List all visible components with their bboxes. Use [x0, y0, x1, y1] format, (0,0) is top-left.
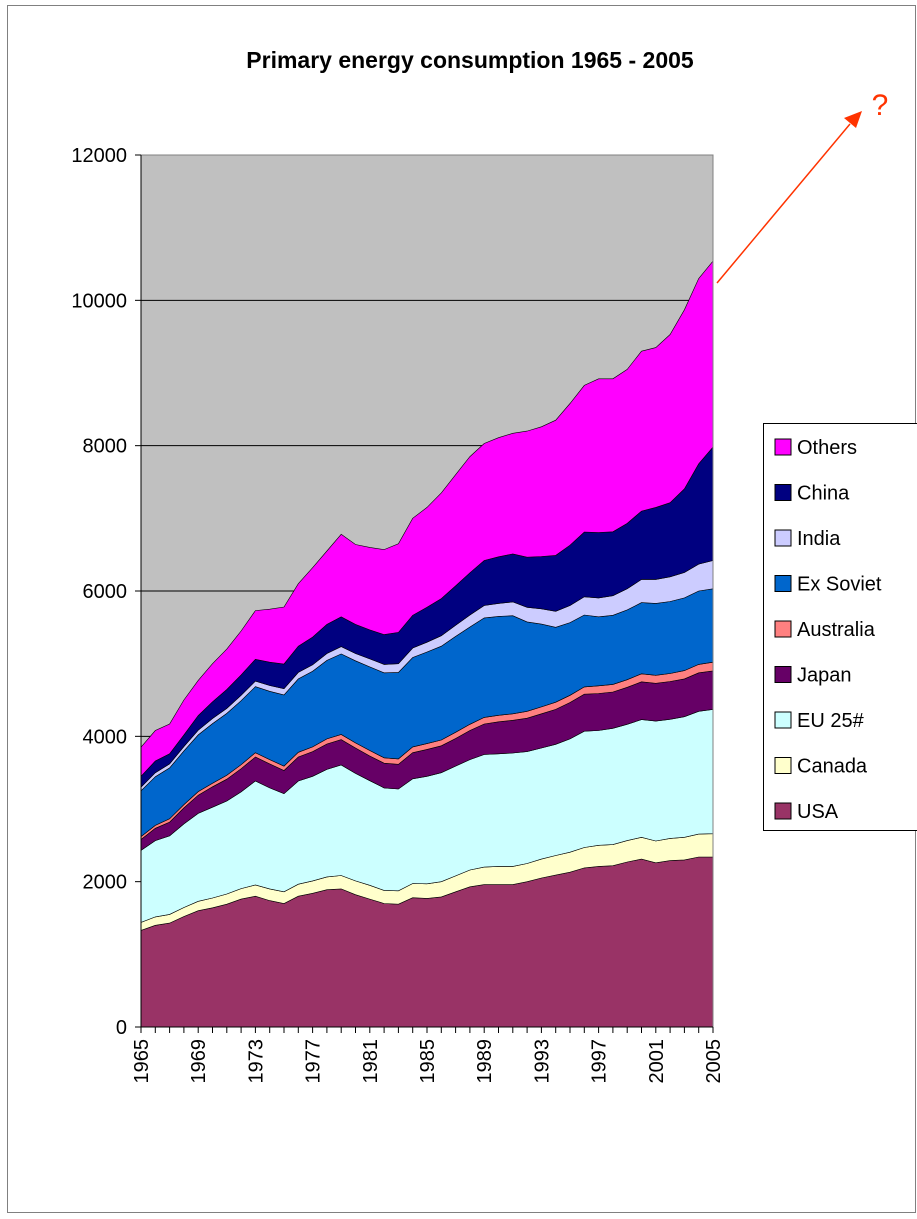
y-tick-label: 0 [116, 1017, 127, 1039]
legend-label: Ex Soviet [797, 574, 882, 596]
legend-swatch [775, 712, 791, 728]
y-tick-label: 6000 [83, 581, 128, 603]
legend-label: USA [797, 801, 839, 823]
legend-swatch [775, 803, 791, 819]
x-tick-label: 1989 [474, 1039, 496, 1084]
legend-swatch [775, 439, 791, 455]
legend-swatch [775, 667, 791, 683]
y-tick-label: 4000 [83, 726, 128, 748]
legend-swatch [775, 758, 791, 774]
legend-swatch [775, 621, 791, 637]
legend-label: EU 25# [797, 710, 865, 732]
legend-label: Others [797, 437, 857, 459]
legend-label: Japan [797, 665, 852, 687]
plot-area: 0 2000 4000 6000 8000 10000 12000 1965 1969 1973 1… [71, 145, 725, 1084]
legend-swatch [775, 485, 791, 501]
x-tick-label: 1969 [188, 1039, 210, 1084]
legend-label: Canada [797, 756, 868, 778]
y-tick-label: 10000 [71, 290, 127, 312]
legend-label: Australia [797, 619, 876, 641]
legend-label: China [797, 483, 850, 505]
x-tick-label: 1977 [303, 1039, 325, 1084]
y-tick-label: 8000 [83, 436, 128, 458]
x-tick-label: 1965 [131, 1039, 153, 1084]
x-tick-label: 1993 [531, 1039, 553, 1084]
chart-title: Primary energy consumption 1965 - 2005 [246, 47, 694, 73]
x-tick-label: 2005 [703, 1039, 725, 1084]
legend-label: India [797, 528, 841, 550]
x-tick-label: 1997 [589, 1039, 611, 1084]
x-tick-label: 2001 [646, 1039, 668, 1084]
y-tick-label: 2000 [83, 872, 128, 894]
legend-swatch [775, 530, 791, 546]
x-tick-label: 1981 [360, 1039, 382, 1084]
x-tick-label: 1985 [417, 1039, 439, 1084]
y-tick-label: 12000 [71, 145, 127, 167]
annotation: ? [872, 89, 889, 122]
legend: Others China India Ex Soviet Australia Japan E… [764, 424, 917, 831]
x-tick-label: 1973 [245, 1039, 267, 1084]
legend-swatch [775, 576, 791, 592]
